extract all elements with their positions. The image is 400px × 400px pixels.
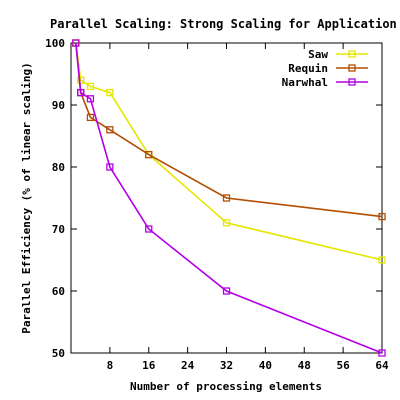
x-tick-label: 56 bbox=[337, 359, 351, 372]
data-point-requin bbox=[106, 126, 114, 134]
series-line-requin bbox=[75, 42, 383, 218]
series-line-narwhal bbox=[75, 42, 383, 354]
data-point-saw bbox=[106, 88, 114, 97]
x-tick-label: 8 bbox=[107, 359, 114, 372]
data-point-narwhal bbox=[77, 88, 85, 97]
y-tick-label: 70 bbox=[52, 223, 65, 236]
y-axis-label: Parallel Efficiency (% of linear scaling… bbox=[20, 62, 33, 334]
data-point-narwhal bbox=[378, 349, 386, 357]
data-point-narwhal bbox=[222, 287, 231, 295]
x-axis: 8 16 24 32 40 48 56 64 bbox=[107, 43, 389, 372]
y-tick-label: 90 bbox=[52, 99, 65, 112]
data-point-saw bbox=[86, 82, 95, 91]
x-axis-label: Number of processing elements bbox=[130, 380, 322, 393]
data-point-saw bbox=[222, 219, 231, 227]
y-tick-label: 60 bbox=[52, 285, 65, 298]
legend-marker-saw bbox=[348, 50, 356, 58]
data-point-narwhal bbox=[86, 95, 95, 103]
data-point-requin bbox=[378, 212, 386, 221]
data-point-saw bbox=[77, 76, 85, 84]
series-group bbox=[72, 39, 386, 357]
legend-label-saw: Saw bbox=[308, 48, 328, 61]
x-tick-label: 64 bbox=[375, 359, 389, 372]
legend-label-narwhal: Narwhal bbox=[282, 76, 328, 89]
y-tick-label: 50 bbox=[52, 347, 65, 360]
y-tick-label: 100 bbox=[45, 37, 65, 50]
y-tick-label: 80 bbox=[52, 161, 65, 174]
x-tick-label: 40 bbox=[259, 359, 272, 372]
x-tick-label: 16 bbox=[142, 359, 156, 372]
legend-marker-requin bbox=[348, 64, 356, 72]
x-tick-label: 24 bbox=[181, 359, 195, 372]
chart-title: Parallel Scaling: Strong Scaling for App… bbox=[50, 17, 400, 31]
data-point-requin bbox=[145, 150, 153, 159]
x-tick-label: 48 bbox=[298, 359, 311, 372]
data-point-narwhal bbox=[106, 163, 114, 171]
data-point-requin bbox=[86, 113, 95, 122]
legend-marker-narwhal bbox=[348, 78, 356, 86]
data-point-narwhal bbox=[145, 225, 153, 233]
x-tick-label: 32 bbox=[220, 359, 233, 372]
data-point-narwhal bbox=[72, 39, 80, 47]
data-point-saw bbox=[378, 256, 386, 264]
legend-label-requin: Requin bbox=[288, 62, 328, 75]
data-point-requin bbox=[222, 194, 231, 202]
series-line-saw bbox=[75, 42, 383, 261]
y-axis: 50 60 70 80 90 100 bbox=[45, 37, 382, 360]
